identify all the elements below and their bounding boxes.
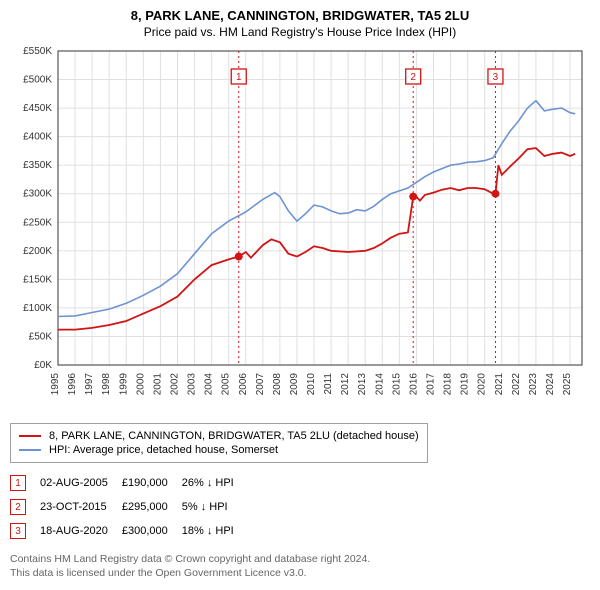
annotation-marker: 3 xyxy=(10,523,26,539)
annotation-price: £295,000 xyxy=(122,495,182,519)
annotation-marker: 2 xyxy=(10,499,26,515)
line-chart-svg: £0K £50K £100K £150K £200K £250K £300K £350K £40… xyxy=(10,45,590,415)
annotation-price: £300,000 xyxy=(122,519,182,543)
y-tick-label: £200K xyxy=(23,246,52,257)
legend-label: 8, PARK LANE, CANNINGTON, BRIDGWATER, TA… xyxy=(49,430,419,442)
annotation-table: 1 02-AUG-2005£190,00026% ↓ HPI 2 23-OCT-201… xyxy=(10,471,248,543)
y-tick-label: £50K xyxy=(29,331,53,342)
x-tick-label: 2005 xyxy=(221,373,232,396)
chart-subtitle: Price paid vs. HM Land Registry's House … xyxy=(10,25,590,39)
x-tick-label: 2003 xyxy=(187,373,198,396)
x-tick-label: 2013 xyxy=(357,373,368,396)
legend-box: 8, PARK LANE, CANNINGTON, BRIDGWATER, TA… xyxy=(10,423,428,463)
annotation-date: 02-AUG-2005 xyxy=(40,471,122,495)
legend-swatch xyxy=(19,449,41,451)
y-tick-label: £550K xyxy=(23,46,52,57)
chart-container: 8, PARK LANE, CANNINGTON, BRIDGWATER, TA… xyxy=(0,0,600,588)
x-tick-label: 2007 xyxy=(255,373,266,396)
y-tick-label: £400K xyxy=(23,132,52,143)
x-tick-label: 2012 xyxy=(340,373,351,396)
x-tick-label: 2000 xyxy=(135,373,146,396)
x-tick-label: 2024 xyxy=(545,373,556,396)
x-tick-label: 1999 xyxy=(118,373,129,396)
x-tick-label: 2002 xyxy=(169,373,180,396)
x-tick-label: 1998 xyxy=(101,373,112,396)
x-tick-label: 2008 xyxy=(272,373,283,396)
y-tick-label: £450K xyxy=(23,103,52,114)
x-tick-label: 2016 xyxy=(408,373,419,396)
chart-marker-label: 3 xyxy=(493,72,499,83)
y-tick-label: £500K xyxy=(23,75,52,86)
y-tick-label: £250K xyxy=(23,217,52,228)
x-tick-label: 2023 xyxy=(528,373,539,396)
x-tick-label: 2025 xyxy=(562,373,573,396)
footer-attribution: Contains HM Land Registry data © Crown c… xyxy=(10,553,590,580)
x-tick-label: 2020 xyxy=(477,373,488,396)
x-tick-label: 2011 xyxy=(323,373,334,395)
footer-line-2: This data is licensed under the Open Gov… xyxy=(10,567,590,581)
annotation-price: £190,000 xyxy=(122,471,182,495)
legend-item: 8, PARK LANE, CANNINGTON, BRIDGWATER, TA… xyxy=(19,430,419,442)
annotation-row: 2 23-OCT-2015£295,0005% ↓ HPI xyxy=(10,495,248,519)
chart-marker-dot xyxy=(235,253,243,261)
x-tick-label: 2004 xyxy=(204,373,215,396)
y-tick-label: £350K xyxy=(23,160,52,171)
chart-title: 8, PARK LANE, CANNINGTON, BRIDGWATER, TA… xyxy=(10,8,590,23)
x-tick-label: 1996 xyxy=(67,373,78,396)
annotation-date: 23-OCT-2015 xyxy=(40,495,122,519)
chart-marker-dot xyxy=(409,193,417,201)
x-tick-label: 2010 xyxy=(306,373,317,396)
x-tick-label: 2014 xyxy=(374,373,385,396)
x-tick-label: 2019 xyxy=(460,373,471,396)
x-tick-label: 2017 xyxy=(426,373,437,396)
x-tick-label: 2001 xyxy=(152,373,163,396)
x-tick-label: 2009 xyxy=(289,373,300,396)
x-tick-label: 2006 xyxy=(238,373,249,396)
annotation-marker: 1 xyxy=(10,475,26,491)
annotation-row: 3 18-AUG-2020£300,00018% ↓ HPI xyxy=(10,519,248,543)
x-tick-label: 1995 xyxy=(50,373,61,396)
legend-swatch xyxy=(19,435,41,437)
y-tick-label: £0K xyxy=(34,360,52,371)
annotation-delta: 26% ↓ HPI xyxy=(182,471,248,495)
x-tick-label: 2015 xyxy=(391,373,402,396)
chart-marker-label: 2 xyxy=(410,72,416,83)
chart-plot-area: £0K £50K £100K £150K £200K £250K £300K £350K £40… xyxy=(10,45,590,415)
footer-line-1: Contains HM Land Registry data © Crown c… xyxy=(10,553,590,567)
chart-marker-dot xyxy=(491,190,499,198)
y-tick-label: £150K xyxy=(23,274,52,285)
annotation-delta: 18% ↓ HPI xyxy=(182,519,248,543)
title-block: 8, PARK LANE, CANNINGTON, BRIDGWATER, TA… xyxy=(10,8,590,39)
y-tick-label: £300K xyxy=(23,189,52,200)
annotation-row: 1 02-AUG-2005£190,00026% ↓ HPI xyxy=(10,471,248,495)
y-tick-label: £100K xyxy=(23,303,52,314)
x-tick-label: 2018 xyxy=(443,373,454,396)
x-tick-label: 1997 xyxy=(84,373,95,396)
annotation-date: 18-AUG-2020 xyxy=(40,519,122,543)
annotation-delta: 5% ↓ HPI xyxy=(182,495,248,519)
x-tick-label: 2021 xyxy=(494,373,505,396)
chart-marker-label: 1 xyxy=(236,72,242,83)
legend-label: HPI: Average price, detached house, Some… xyxy=(49,444,278,456)
x-tick-label: 2022 xyxy=(511,373,522,396)
legend-item: HPI: Average price, detached house, Some… xyxy=(19,444,419,456)
